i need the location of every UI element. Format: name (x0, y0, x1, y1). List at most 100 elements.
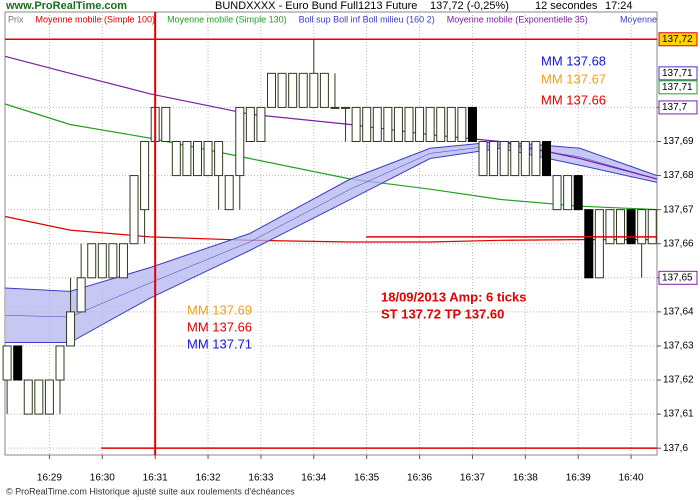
candle-body (330, 106, 340, 109)
candle-body (541, 140, 551, 177)
x-tick-label: 16:30 (90, 473, 115, 484)
price-change: 137,72 (-0,25%) (430, 0, 509, 12)
x-tick-label: 16:39 (566, 473, 591, 484)
candle-body (87, 243, 97, 279)
x-tick-label: 16:38 (513, 473, 538, 484)
price-tag-label: 137,71 (662, 82, 693, 93)
candle-body (182, 140, 192, 177)
candle-body (510, 140, 520, 177)
candle-body (584, 209, 594, 279)
interval: 12 secondes (535, 0, 598, 12)
candle-body (171, 140, 181, 177)
legend-entry: Moyenne mobile (Simple 130) (167, 14, 287, 24)
candle-body (605, 209, 615, 245)
candle-body (531, 140, 541, 177)
y-tick-label: 137,67 (663, 204, 694, 215)
legend-overflow: Moyenne (620, 14, 657, 24)
y-tick-label: 137,61 (663, 409, 694, 420)
x-tick-label: 16:37 (460, 473, 485, 484)
x-tick-label: 16:31 (143, 473, 168, 484)
candle-body (76, 277, 86, 313)
candle-body (457, 106, 467, 142)
plot-frame (4, 11, 658, 456)
x-tick-label: 16:32 (196, 473, 221, 484)
candle-body (404, 106, 414, 142)
price-tag (658, 80, 698, 95)
candle-body (108, 243, 118, 279)
y-tick-label: 137,6 (663, 443, 688, 454)
candle-body (192, 140, 202, 177)
x-tick-label: 16:35 (354, 473, 379, 484)
candle-body (637, 209, 647, 245)
band-lower (5, 147, 658, 343)
candle-body (393, 106, 403, 142)
x-tick-label: 16:40 (619, 473, 644, 484)
y-tick-label: 137,66 (663, 238, 694, 249)
candle-body (23, 379, 33, 415)
candle-body (44, 379, 54, 415)
price-tag (658, 270, 698, 285)
price-tag-label: 137,71 (662, 68, 693, 79)
candle-body (256, 106, 266, 142)
candle-body (34, 379, 44, 415)
candle-body (214, 140, 224, 177)
price-tag-label: 137,7 (662, 102, 687, 113)
annotation: MM 137.66 (541, 92, 606, 107)
logo: www.ProRealTime.com (5, 0, 127, 12)
y-tick-label: 137,64 (663, 307, 694, 318)
price-tag (658, 32, 698, 47)
candle-body (446, 106, 456, 142)
candle-body (341, 106, 351, 109)
candle-body (594, 209, 604, 279)
candle-body (224, 175, 234, 211)
y-tick-label: 137,68 (663, 170, 694, 181)
candle-body (140, 140, 150, 211)
candle-body (415, 106, 425, 142)
annotation: MM 137.67 (541, 71, 606, 86)
candle-body (425, 106, 435, 142)
annotation: 18/09/2013 Amp: 6 ticks (381, 289, 527, 304)
candle-body (55, 345, 65, 381)
candle-body (245, 106, 255, 142)
y-tick-label: 137,62 (663, 375, 694, 386)
annotation: ST 137.72 TP 137.60 (381, 306, 504, 321)
candle-body (467, 106, 477, 142)
candle-body (573, 175, 583, 211)
candle-body (626, 209, 636, 245)
chart-title: BUNDXXXX - Euro Bund Full1213 Future (215, 0, 417, 12)
candle-body (319, 72, 329, 108)
candle-body (647, 209, 657, 245)
candle-body (489, 140, 499, 177)
footer-note: © ProRealTime.com Historique ajusté suit… (6, 486, 295, 496)
indicator-line (4, 55, 658, 180)
candle-body (203, 140, 213, 177)
candle-body (129, 175, 139, 245)
annotation: MM 137.68 (541, 53, 606, 68)
candle-body (499, 140, 509, 177)
candle-body (478, 140, 488, 177)
candle-body (309, 72, 319, 108)
y-tick-label: 137,63 (663, 341, 694, 352)
legend-entry: Prix (8, 14, 24, 24)
candle-body (277, 72, 287, 108)
x-tick-label: 16:36 (407, 473, 432, 484)
candle-body (563, 175, 573, 211)
annotation: MM 137.66 (187, 319, 252, 334)
band-upper (4, 140, 658, 292)
candle-body (616, 209, 626, 245)
candle-body (362, 106, 372, 142)
candle-body (520, 140, 530, 177)
clock: 17:24 (605, 0, 633, 12)
candle-body (2, 345, 12, 381)
legend-entry: Boll sup Boll inf Boll milieu (160 2) (299, 14, 435, 24)
annotation: MM 137.71 (187, 336, 252, 351)
candle-body (118, 243, 128, 279)
candle-body (436, 106, 446, 142)
price-tag-label: 137,72 (662, 34, 693, 45)
indicator-line (4, 215, 657, 243)
candle-body (66, 311, 76, 347)
candle-body (235, 106, 245, 177)
candle-body (161, 106, 171, 142)
annotation: MM 137.69 (187, 302, 252, 317)
